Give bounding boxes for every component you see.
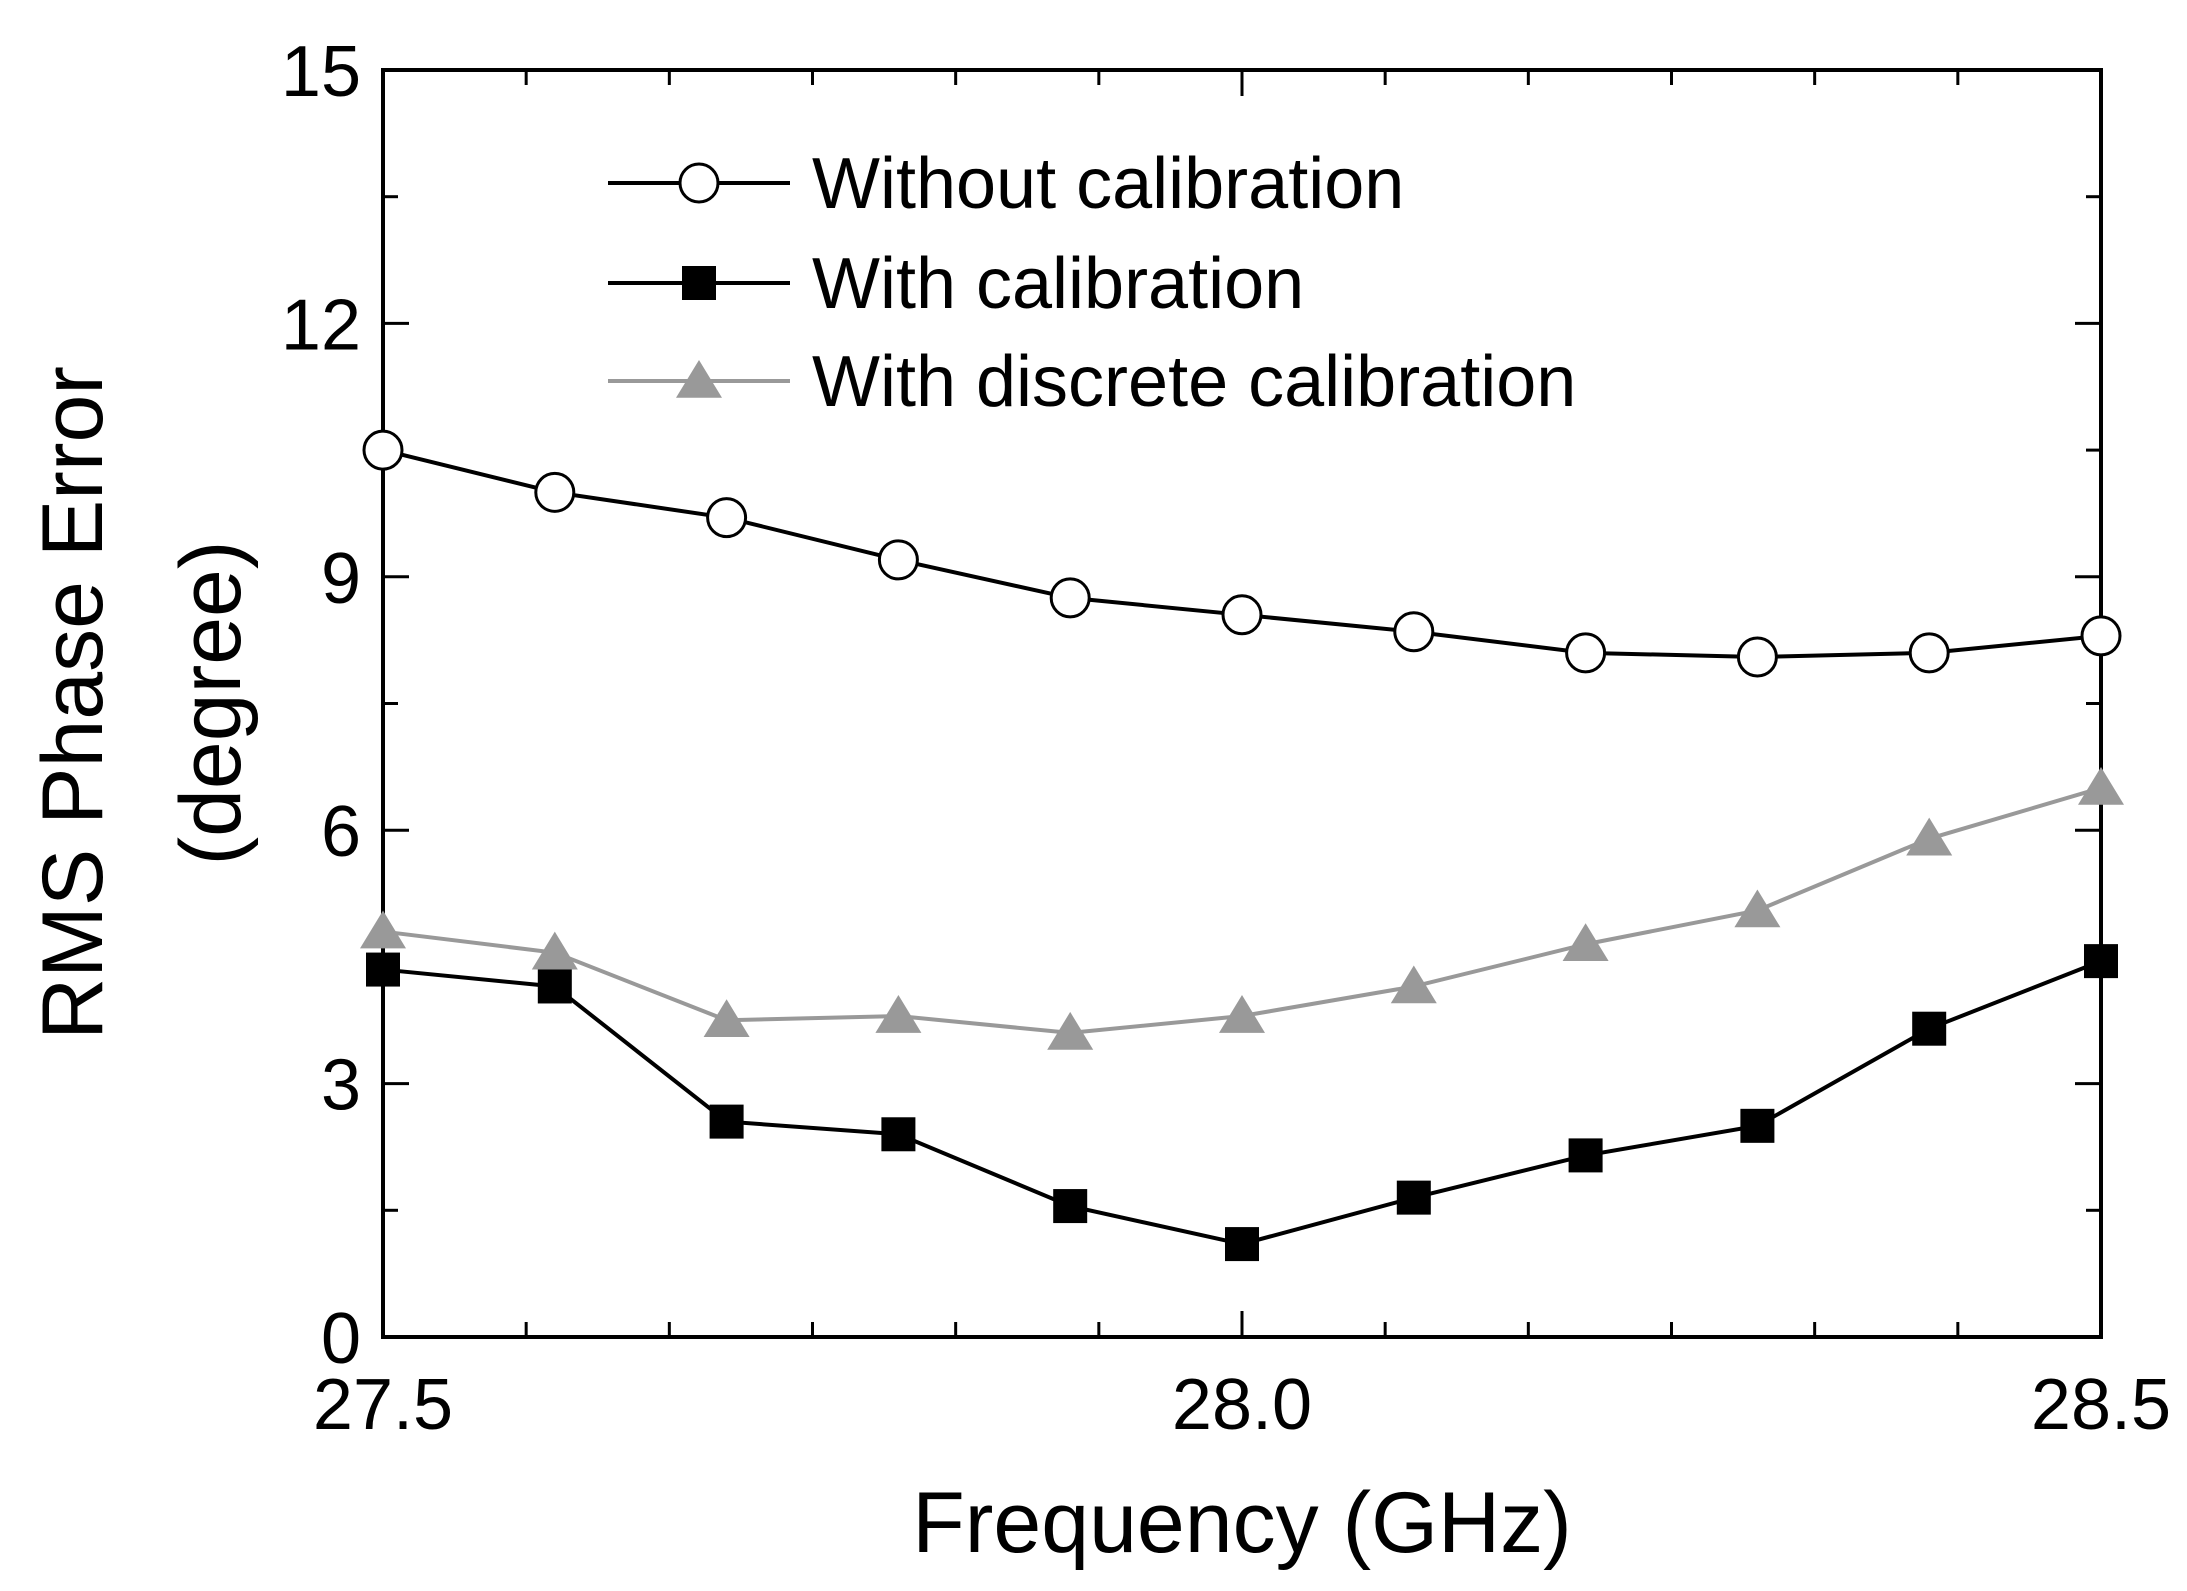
data-point [1736, 636, 1778, 678]
legend-label: With discrete calibration [812, 342, 1576, 422]
legend-marker [676, 360, 722, 398]
data-point [1734, 889, 1781, 928]
x-tick-label: 28.5 [2031, 1365, 2171, 1445]
data-point [1562, 923, 1609, 962]
data-point [881, 1117, 916, 1152]
data-point [1396, 1180, 1431, 1215]
series-1 [362, 429, 2122, 678]
data-point [1740, 1108, 1775, 1143]
data-point [877, 539, 919, 581]
legend-label: With calibration [812, 244, 1304, 324]
y-axis-label-line1: RMS Phase Error [25, 366, 121, 1040]
x-axis-ticks: 27.5 28.0 28.5 [313, 70, 2171, 1445]
data-point [537, 969, 572, 1004]
data-point [2080, 615, 2122, 657]
data-point [1912, 1011, 1947, 1046]
y-axis-ticks: 0 3 6 9 12 15 [281, 32, 2101, 1379]
data-point [531, 931, 578, 970]
data-point [1565, 632, 1607, 674]
data-point [2084, 944, 2118, 979]
data-point [366, 952, 400, 987]
data-point [360, 910, 406, 949]
y-tick-label: 0 [321, 1299, 361, 1379]
data-point [875, 995, 922, 1033]
data-point [534, 471, 576, 513]
data-point [1047, 1011, 1094, 1050]
series-2 [366, 944, 2118, 1262]
data-point [1906, 817, 1953, 856]
data-point [1393, 611, 1435, 653]
data-point [1390, 965, 1437, 1004]
y-tick-label: 9 [321, 539, 361, 619]
legend-entry: Without calibration [608, 144, 1404, 224]
data-point [1568, 1138, 1603, 1173]
legend-entry: With calibration [608, 244, 1304, 324]
x-tick-label: 27.5 [313, 1365, 453, 1445]
data-point [1908, 632, 1950, 674]
legend-label: Without calibration [812, 144, 1404, 224]
y-tick-label: 6 [321, 792, 361, 872]
x-tick-label: 28.0 [1172, 1365, 1312, 1445]
data-point [1219, 995, 1265, 1033]
legend: Without calibration With calibration With … [608, 144, 1576, 422]
legend-marker [678, 162, 720, 204]
series-layer [360, 429, 2124, 1262]
x-axis-label: Frequency (GHz) [912, 1475, 1572, 1571]
data-point [709, 1104, 744, 1139]
data-point [703, 999, 750, 1038]
data-point [362, 429, 404, 471]
data-point [1049, 577, 1091, 619]
y-axis-label-line2: (degree) [163, 540, 259, 865]
data-point [1225, 1227, 1259, 1262]
legend-marker [682, 266, 716, 300]
data-point [1221, 594, 1263, 636]
legend-entry: With discrete calibration [608, 342, 1576, 422]
data-point [2078, 766, 2124, 805]
y-tick-label: 12 [281, 285, 361, 365]
data-point [706, 497, 748, 539]
y-tick-label: 15 [281, 32, 361, 112]
data-point [1053, 1189, 1088, 1224]
y-tick-label: 3 [321, 1046, 361, 1126]
series-3 [360, 766, 2124, 1050]
